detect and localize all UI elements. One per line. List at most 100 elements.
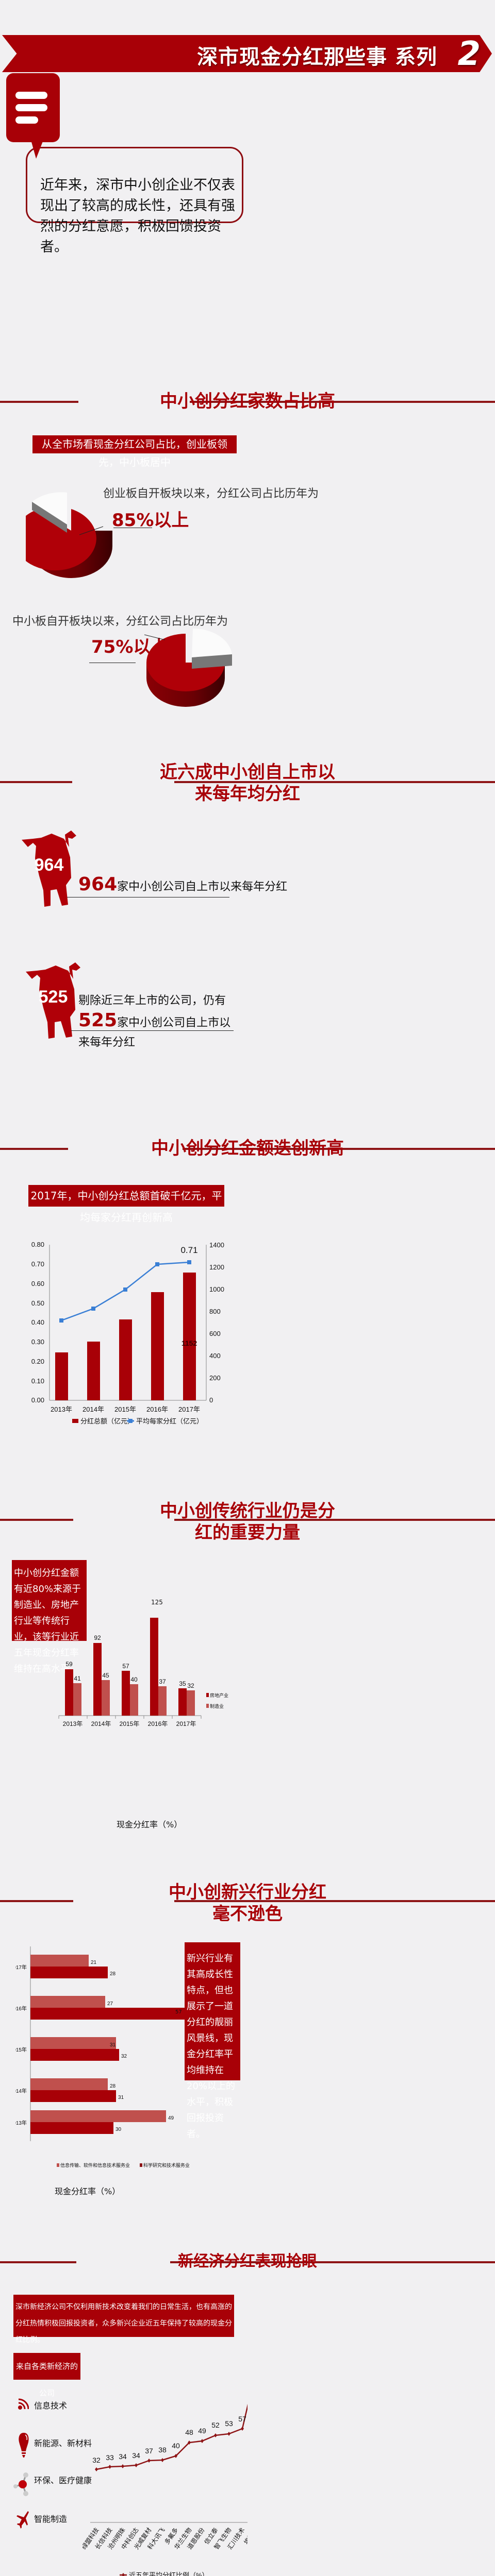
svg-text:21: 21: [91, 1960, 97, 1965]
bull-caption-1: 964家中小创公司自上市以来每年分红: [78, 874, 287, 895]
svg-text:33: 33: [106, 2453, 114, 2462]
caption-text: 家中小创公司自上市以来每年分红: [78, 1016, 231, 1049]
section-title: 近六成中小创自上市以 来每年均分红: [0, 761, 495, 805]
svg-text:57: 57: [238, 2415, 246, 2423]
svg-text:0.60: 0.60: [31, 1280, 44, 1287]
svg-text:0.80: 0.80: [31, 1241, 44, 1248]
section-divider: [174, 1519, 495, 1521]
section-title-line1: 中小创传统行业仍是分: [160, 1501, 335, 1521]
bull-icon: 525: [26, 962, 80, 1039]
svg-text:2014年: 2014年: [91, 1720, 111, 1727]
svg-text:30: 30: [116, 2127, 122, 2132]
info-box: 中小创分红金额有近80%来源于制造业、房地产行业等传统行业，该等行业近五年现金分…: [12, 1560, 87, 1674]
svg-text:40: 40: [172, 2442, 180, 2450]
bull-number: 964: [35, 855, 64, 875]
svg-text:2014年: 2014年: [82, 1405, 104, 1413]
combo-chart-dividends: 0.00 0.10 0.20 0.30 0.40 0.50 0.60 0.70 …: [31, 1241, 224, 1425]
svg-text:28: 28: [110, 2083, 116, 2089]
svg-text:2016年: 2016年: [15, 2005, 27, 2012]
section-divider: [170, 2261, 495, 2263]
svg-text:2013年: 2013年: [63, 1720, 83, 1727]
svg-text:2017年: 2017年: [15, 1964, 27, 1971]
svg-text:2013年: 2013年: [15, 2120, 27, 2126]
svg-text:0.70: 0.70: [31, 1260, 44, 1268]
svg-text:59: 59: [65, 1660, 73, 1668]
svg-text:48: 48: [185, 2428, 193, 2436]
svg-text:600: 600: [209, 1330, 221, 1337]
svg-text:0.10: 0.10: [31, 1377, 44, 1385]
svg-text:32: 32: [121, 2054, 127, 2059]
section-title-line2: 红的重要力量: [195, 1522, 300, 1543]
speech-tail: [31, 140, 43, 159]
svg-text:40: 40: [130, 1676, 138, 1683]
title-banner: [2, 35, 492, 72]
svg-text:45: 45: [102, 1672, 109, 1679]
svg-text:2013年: 2013年: [51, 1405, 72, 1413]
category-label: 智能制造: [34, 2514, 68, 2524]
pie-chart-sme: [144, 628, 232, 707]
chinext-caption: 创业板自开板块以来，分红公司占比历年为: [103, 487, 319, 500]
section-banner: 从全市场看现金分红公司占比，创业板领先，中小板居中: [32, 435, 237, 468]
svg-text:0.20: 0.20: [31, 1358, 44, 1365]
svg-text:400: 400: [209, 1352, 221, 1360]
svg-text:32: 32: [187, 1682, 194, 1689]
svg-text:2016年: 2016年: [146, 1405, 168, 1413]
lightbulb-icon: [19, 2433, 29, 2458]
svg-text:53: 53: [225, 2419, 233, 2428]
svg-text:27: 27: [107, 2001, 113, 2007]
svg-text:57: 57: [122, 1663, 129, 1670]
svg-text:2017年: 2017年: [178, 1405, 200, 1413]
legend: 房地产业 制造业: [206, 1692, 228, 1709]
legend: 信息传输、软件和信息技术服务业 科学研究和技术服务业: [57, 2162, 190, 2168]
sme-caption: 中小板自开板块以来，分红公司占比历年为: [12, 615, 228, 628]
svg-text:34: 34: [132, 2451, 140, 2460]
svg-text:200: 200: [209, 1374, 221, 1382]
pie-chart-chinext: [26, 492, 112, 578]
info-box: 新兴行业有其高成长性特点，但也展示了一道分红的靓丽风景线，现金分红率平均维持在2…: [185, 1942, 240, 2140]
x-axis-label: 现金分红率（%）: [117, 1820, 183, 1829]
legend-item: 信息传输、软件和信息技术服务业: [60, 2163, 130, 2168]
bar-label-57: 57: [175, 2009, 182, 2015]
svg-text:1000: 1000: [209, 1285, 224, 1293]
svg-text:1400: 1400: [209, 1241, 224, 1249]
category-label: 新能源、新材料: [34, 2438, 92, 2448]
svg-text:31: 31: [118, 2095, 124, 2100]
section-divider: [0, 781, 72, 783]
svg-text:0.30: 0.30: [31, 1338, 44, 1346]
bull-caption-2: 剔除近三年上市的公司，仍有 525家中小创公司自上市以来每年分红: [78, 991, 233, 1053]
section-divider: [0, 1519, 73, 1521]
bull-icon: 964: [22, 831, 76, 907]
svg-text:38: 38: [158, 2446, 167, 2454]
svg-text:49: 49: [168, 2115, 174, 2121]
svg-text:92: 92: [94, 1634, 101, 1641]
legend-item: 制造业: [210, 1704, 224, 1709]
highlight-number: 525: [78, 1010, 118, 1031]
chinext-percent: 85%以上: [112, 510, 189, 531]
section-title-line1: 中小创新兴行业分红: [169, 1882, 326, 1903]
caption-text: 剔除近三年上市的公司，仍有: [78, 994, 226, 1007]
section-title-line1: 近六成中小创自上市以: [160, 762, 335, 783]
svg-text:41: 41: [74, 1675, 81, 1682]
bar-label-2017: 1152: [182, 1339, 197, 1347]
intro-box: [26, 147, 243, 223]
section-divider: [174, 781, 495, 783]
svg-text:0.50: 0.50: [31, 1299, 44, 1307]
svg-text:0: 0: [209, 1396, 213, 1404]
series-number: 2: [457, 35, 481, 73]
section-divider: [183, 1148, 495, 1150]
section-title: 中小创新兴行业分红 毫不逊色: [0, 1882, 495, 1925]
section-title: 中小创分红金额迭创新高: [151, 1138, 344, 1159]
section-divider: [0, 2261, 76, 2263]
speech-bubble-list-icon: [6, 73, 60, 142]
hbar-chart-emerging-2013: 49 30 2013年: [15, 2107, 174, 2141]
bar-label-2016-realestate: 125: [151, 1599, 163, 1606]
category-label: 信息技术: [34, 2401, 68, 2411]
svg-text:37: 37: [159, 1678, 166, 1685]
category-label: 环保、医疗健康: [34, 2476, 92, 2485]
hbar-chart-emerging: 21 28 27 31 32 28 31 2017年 2016年 2015年 2014年: [15, 1946, 186, 2107]
svg-text:0.40: 0.40: [31, 1318, 44, 1326]
svg-text:800: 800: [209, 1308, 221, 1315]
intro-text: 近年来，深市中小创企业不仅表现出了较高的成长性，还具有强烈的分红意愿，积极回馈投…: [40, 177, 235, 255]
bull-number: 525: [39, 987, 68, 1007]
